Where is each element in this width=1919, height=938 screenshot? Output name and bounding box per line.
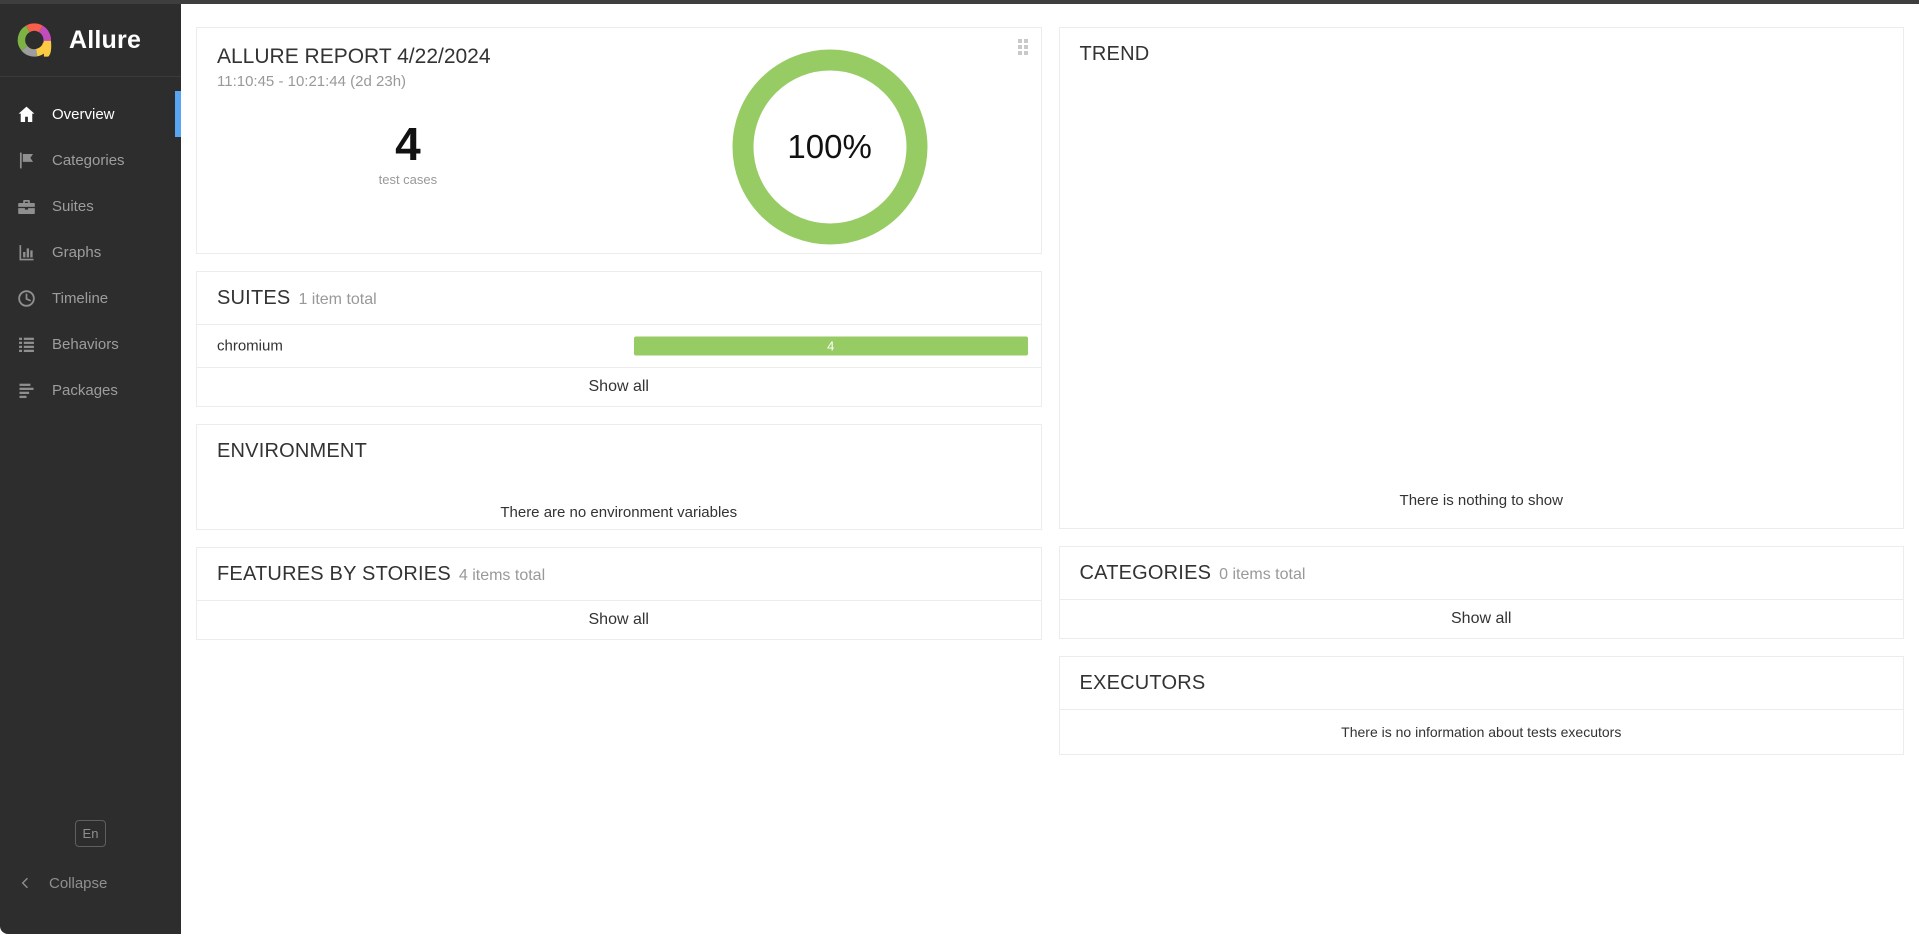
categories-show-all-link[interactable]: Show all [1451,610,1512,627]
sidebar-item-graphs[interactable]: Graphs [0,229,181,275]
clock-icon [16,288,37,309]
trend-empty-area [1060,80,1904,492]
sidebar-item-behaviors[interactable]: Behaviors [0,321,181,367]
features-by-stories-widget: FEATURES BY STORIES 4 items total Show a… [196,547,1042,640]
trend-widget: TREND There is nothing to show [1058,27,1904,529]
briefcase-icon [16,196,37,217]
allure-logo[interactable]: Allure [0,4,181,77]
executors-empty-message: There is no information about tests exec… [1341,724,1622,740]
suite-status-bar[interactable]: 4 [633,336,1028,356]
language-button[interactable]: En [75,820,106,847]
list-icon [16,334,37,355]
executors-title: EXECUTORS [1079,672,1206,694]
suite-name-link[interactable]: chromium [217,337,283,355]
sidebar-item-label: Graphs [52,243,102,261]
overview-body: 4 test cases 100% [197,28,1041,253]
status-chart-area: 100% [619,40,1041,253]
right-column: TREND There is nothing to show CATEGORIE… [1058,27,1904,755]
allure-logo-icon [17,23,52,57]
trend-title: TREND [1079,43,1150,65]
categories-count: 0 items total [1219,566,1306,583]
sidebar-spacer [0,413,181,820]
align-left-icon [16,380,37,401]
trend-empty-message: There is nothing to show [1399,492,1563,509]
sidebar-nav: Overview Categories Suites [0,91,181,413]
flag-icon [16,150,37,171]
donut-percent-label: 100% [787,127,872,165]
report-title: ALLURE REPORT 4/22/2024 [217,45,491,68]
test-cases-count: 4 [395,117,421,170]
suites-widget: SUITES 1 item total chromium 4 Show all [196,271,1042,407]
sidebar-item-packages[interactable]: Packages [0,367,181,413]
status-donut-chart[interactable]: 100% [732,49,928,245]
features-show-all-link[interactable]: Show all [588,611,649,628]
sidebar-item-categories[interactable]: Categories [0,137,181,183]
drag-handle-icon[interactable] [1017,39,1028,55]
table-row: chromium 4 [197,324,1041,367]
sidebar-item-label: Timeline [52,289,109,307]
sidebar-item-overview[interactable]: Overview [0,91,181,137]
environment-widget: ENVIRONMENT There are no environment var… [196,424,1042,530]
features-title: FEATURES BY STORIES [217,563,451,585]
dashboard: ALLURE REPORT 4/22/2024 11:10:45 - 10:21… [181,4,1919,755]
sidebar-item-suites[interactable]: Suites [0,183,181,229]
sidebar-item-label: Behaviors [52,335,119,353]
left-column: ALLURE REPORT 4/22/2024 11:10:45 - 10:21… [196,27,1042,755]
sidebar: Allure Overview Categories [0,4,181,934]
total-stat: 4 test cases [197,40,619,253]
executors-widget: EXECUTORS There is no information about … [1058,656,1904,755]
collapse-button[interactable]: Collapse [0,870,181,896]
window-top-edge [0,0,1919,4]
categories-title: CATEGORIES [1079,562,1212,584]
report-time-range: 11:10:45 - 10:21:44 (2d 23h) [217,73,407,90]
suites-title: SUITES [217,287,291,309]
test-cases-label: test cases [378,172,438,188]
active-indicator [175,91,181,137]
categories-widget: CATEGORIES 0 items total Show all [1058,546,1904,639]
environment-title: ENVIRONMENT [217,440,367,462]
bar-chart-icon [16,242,37,263]
sidebar-item-label: Suites [52,197,94,215]
overview-widget: ALLURE REPORT 4/22/2024 11:10:45 - 10:21… [196,27,1042,254]
sidebar-item-label: Packages [52,381,118,399]
suites-count: 1 item total [298,291,377,308]
chevron-left-icon [18,876,32,890]
features-count: 4 items total [458,567,546,584]
suites-show-all-link[interactable]: Show all [588,378,649,395]
sidebar-item-label: Categories [52,151,125,169]
sidebar-item-label: Overview [52,105,115,123]
environment-empty-message: There are no environment variables [500,504,738,521]
sidebar-item-timeline[interactable]: Timeline [0,275,181,321]
collapse-label: Collapse [49,874,108,892]
home-icon [16,104,37,125]
overview-header: ALLURE REPORT 4/22/2024 11:10:45 - 10:21… [217,45,491,90]
logo-text: Allure [69,25,142,54]
